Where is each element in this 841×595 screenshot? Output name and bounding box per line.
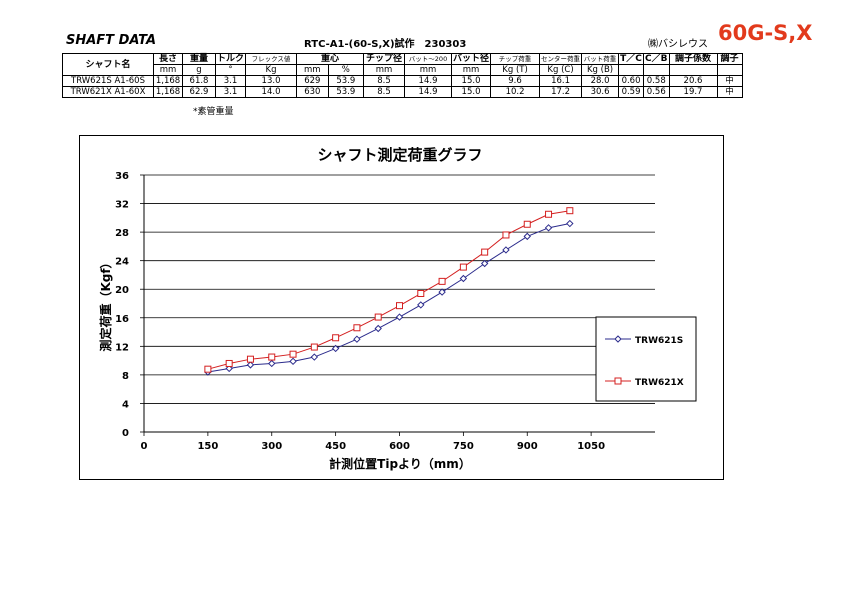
- legend-box: [595, 316, 697, 402]
- table-row: TRW621X A1-60X 1,168 62.9 3.1 14.0 630 5…: [62, 86, 743, 98]
- data-point-trw621x: [417, 290, 425, 298]
- cell: TRW621X A1-60X: [62, 86, 154, 98]
- cell: 3.1: [214, 86, 247, 98]
- data-point-trw621s: [523, 232, 531, 241]
- cell: 0.56: [643, 86, 670, 98]
- y-tick-label: 24: [115, 257, 129, 268]
- y-tick-label: 4: [122, 399, 129, 410]
- x-tick-label: 1050: [577, 441, 605, 452]
- data-point-trw621x: [289, 350, 297, 358]
- data-point-trw621x: [459, 263, 467, 271]
- y-tick-label: 36: [115, 171, 129, 182]
- data-point-trw621x: [502, 231, 510, 239]
- x-tick-label: 0: [141, 441, 148, 452]
- data-point-trw621s: [310, 353, 319, 361]
- y-axis-label: 測定荷重（Kgf）: [98, 256, 113, 351]
- y-tick-label: 28: [115, 228, 129, 239]
- data-point-trw621x: [204, 365, 212, 373]
- chart-title: シャフト測定荷重グラフ: [317, 146, 482, 164]
- x-axis-label: 計測位置Tipより（mm）: [329, 456, 471, 471]
- data-point-trw621s: [289, 357, 297, 366]
- y-tick-label: 32: [115, 200, 129, 211]
- data-point-trw621x: [353, 324, 361, 332]
- x-tick-label: 450: [325, 441, 346, 452]
- y-tick-label: 16: [115, 314, 129, 325]
- series-line-trw621s: [207, 223, 570, 373]
- cell: 15.0: [451, 86, 492, 98]
- legend-label: TRW621S: [635, 336, 683, 346]
- data-point-trw621s: [268, 359, 276, 368]
- data-point-trw621x: [374, 313, 382, 321]
- series-line-trw621x: [207, 210, 570, 370]
- document-title: RTC-A1-(60-S,X)試作 230303: [304, 39, 467, 50]
- legend-label: TRW621X: [635, 378, 684, 388]
- y-tick-label: 20: [115, 285, 129, 296]
- x-tick-label: 300: [261, 441, 282, 452]
- data-point-trw621s: [502, 246, 510, 254]
- cell: 14.9: [404, 86, 453, 98]
- data-point-trw621x: [545, 210, 553, 218]
- model-name: 60G-S,X: [718, 21, 813, 45]
- data-point-trw621x: [523, 220, 531, 228]
- cell: 53.9: [327, 86, 365, 98]
- x-tick-label: 600: [389, 441, 410, 452]
- x-tick-label: 150: [197, 441, 218, 452]
- data-point-trw621s: [246, 361, 255, 369]
- data-point-trw621x: [332, 334, 340, 342]
- legend-marker: [614, 335, 622, 343]
- y-tick-label: 0: [122, 428, 129, 439]
- x-tick-label: 750: [453, 441, 474, 452]
- cell: 14.0: [245, 86, 298, 98]
- data-point-trw621s: [374, 324, 382, 333]
- data-point-trw621x: [268, 353, 276, 361]
- shaft-spec-table: シャフト名 長さ 重量 トルク フレックス値 重心 チップ径 バット～200 バ…: [62, 53, 743, 98]
- data-point-trw621s: [417, 301, 425, 309]
- data-point-trw621x: [225, 359, 233, 367]
- data-point-trw621s: [438, 288, 446, 296]
- cell: 10.2: [490, 86, 541, 98]
- chart-frame: [79, 135, 724, 480]
- data-point-trw621s: [480, 259, 489, 268]
- data-point-trw621s: [395, 313, 404, 321]
- x-tick-label: 900: [517, 441, 538, 452]
- data-point-trw621s: [353, 335, 361, 343]
- cell: 中: [716, 86, 743, 98]
- data-point-trw621x: [396, 302, 403, 310]
- cell: 15.0: [451, 75, 492, 87]
- shaft-data-title: SHAFT DATA: [66, 33, 157, 48]
- data-point-trw621x: [481, 248, 489, 256]
- table-row: TRW621S A1-60S 1,168 61.8 3.1 13.0 629 5…: [62, 75, 743, 87]
- data-point-trw621s: [331, 344, 340, 353]
- footnote: *素管重量: [193, 107, 234, 117]
- data-point-trw621s: [459, 274, 468, 283]
- data-point-trw621x: [310, 343, 318, 351]
- company-name: ㈱バシレウス: [648, 39, 708, 50]
- data-point-trw621x: [566, 207, 574, 215]
- data-point-trw621x: [438, 277, 446, 285]
- data-point-trw621s: [544, 224, 553, 232]
- y-tick-label: 8: [122, 371, 129, 382]
- data-point-trw621s: [566, 219, 574, 228]
- table-units-row: mm g ° Kg mm % mm mm mm Kg (T) Kg (C) Kg…: [63, 64, 743, 76]
- data-point-trw621x: [246, 355, 254, 363]
- y-tick-label: 12: [115, 342, 129, 353]
- legend-marker: [614, 377, 622, 385]
